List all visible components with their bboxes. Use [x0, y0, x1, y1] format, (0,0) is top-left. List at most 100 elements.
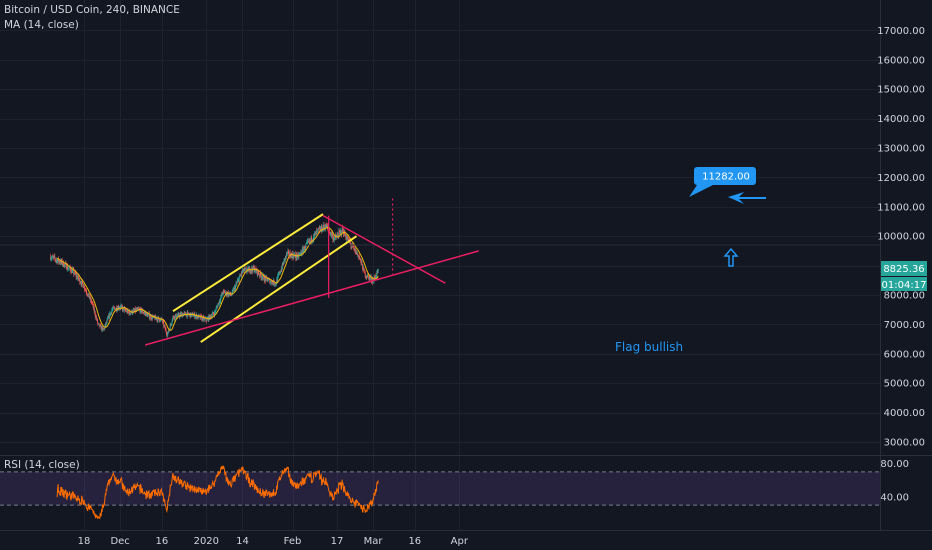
candle-body: [108, 315, 110, 319]
candle-body: [332, 234, 334, 240]
candle-body: [353, 246, 355, 248]
candle-body: [323, 224, 325, 228]
candle-body: [61, 260, 63, 265]
candle-body: [73, 269, 75, 275]
candle-body: [147, 314, 149, 317]
candle-body: [175, 314, 177, 318]
candle-body: [291, 254, 293, 258]
candle-body: [356, 251, 358, 255]
candle-body: [105, 322, 107, 325]
candle-body: [274, 284, 276, 285]
candle-body: [235, 285, 236, 290]
candle-body: [201, 316, 203, 320]
candle-body: [334, 236, 336, 239]
candle-body: [260, 271, 261, 275]
price-axis[interactable]: 17000.00 16000.00 15000.00 14000.00 13000.00…: [877, 26, 925, 449]
candle-body: [240, 275, 242, 276]
candle-body: [192, 313, 194, 317]
candle-body: [237, 279, 239, 282]
candle-body: [156, 319, 158, 320]
price-tick-label: 6000.00: [884, 349, 925, 360]
ma-legend[interactable]: MA (14, close): [4, 19, 79, 31]
candle-body: [110, 312, 112, 313]
candle-body: [133, 309, 135, 311]
candle-body: [303, 246, 305, 250]
candle-body: [94, 311, 96, 312]
candle-body: [252, 269, 254, 272]
candle-body: [142, 312, 144, 314]
candle-body: [56, 259, 58, 261]
candle-body: [196, 314, 198, 319]
candle-body: [218, 300, 220, 305]
candle-body: [359, 258, 361, 260]
candle-body: [320, 228, 322, 230]
time-tick-label: 14: [236, 536, 249, 547]
rsi-legend[interactable]: RSI (14, close): [4, 459, 80, 471]
candle-body: [92, 302, 94, 304]
candle-body: [124, 308, 126, 309]
candle-body: [174, 315, 176, 319]
candle-body: [163, 325, 165, 327]
candle-body: [252, 265, 254, 272]
candle-body: [112, 308, 114, 310]
candle-body: [354, 248, 356, 249]
candle-body: [136, 308, 138, 311]
candle-body: [314, 233, 316, 235]
candle-body: [351, 246, 353, 247]
rsi-axis[interactable]: 80.00 40.00: [880, 459, 909, 503]
candle-body: [135, 309, 137, 312]
candle-body: [68, 268, 70, 269]
candle-body: [259, 274, 261, 276]
left-arrow-icon[interactable]: [728, 192, 766, 204]
target-callout[interactable]: 11282.00: [689, 167, 756, 197]
flag-bullish-label[interactable]: Flag bullish: [615, 340, 683, 354]
candle-body: [214, 311, 216, 316]
candle-body: [191, 314, 192, 317]
candle-body: [370, 276, 372, 281]
triangle-upper-line[interactable]: [322, 214, 446, 284]
candle-body: [267, 279, 269, 281]
candle-body: [83, 285, 85, 288]
price-tick-label: 10000.00: [877, 232, 925, 243]
candle-body: [222, 292, 223, 294]
candle-body: [233, 287, 235, 292]
candle-body: [106, 322, 108, 323]
candle-body: [293, 254, 295, 259]
candle-body: [184, 312, 185, 314]
candle-body: [87, 294, 89, 296]
time-tick-label: 2020: [194, 536, 219, 547]
candle-body: [276, 279, 278, 284]
candle-body: [273, 279, 275, 285]
candle-body: [234, 286, 236, 290]
candle-body: [65, 263, 66, 265]
time-tick-label: Mar: [364, 536, 384, 547]
symbol-legend[interactable]: Bitcoin / USD Coin, 240, BINANCE: [4, 4, 180, 16]
up-arrow-icon[interactable]: [723, 247, 739, 267]
candle-body: [96, 319, 98, 323]
triangle-lower-line[interactable]: [144, 250, 479, 346]
candle-body: [93, 306, 95, 312]
candle-body: [187, 312, 189, 315]
time-axis[interactable]: 18 Dec 16 2020 14 Feb 17 Mar 16 Apr: [78, 536, 469, 547]
candle-body: [76, 275, 78, 279]
channel-lower-line[interactable]: [200, 235, 358, 343]
candle-body: [62, 261, 64, 265]
candle-body: [51, 258, 53, 259]
candle-body: [57, 258, 59, 261]
candle-body: [286, 253, 287, 257]
candle-body: [210, 316, 212, 318]
channel-upper-line[interactable]: [172, 213, 324, 313]
candle-body: [354, 248, 356, 253]
candle-body: [364, 272, 366, 278]
candle-body: [207, 317, 209, 319]
candle-body: [120, 306, 122, 308]
candle-body: [212, 312, 214, 314]
candle-body: [270, 280, 272, 283]
candle-body: [129, 310, 131, 314]
candle-body: [343, 229, 344, 235]
candle-body: [143, 312, 145, 314]
candle-body: [226, 294, 228, 296]
candle-body: [282, 262, 284, 265]
candle-body: [63, 261, 65, 267]
